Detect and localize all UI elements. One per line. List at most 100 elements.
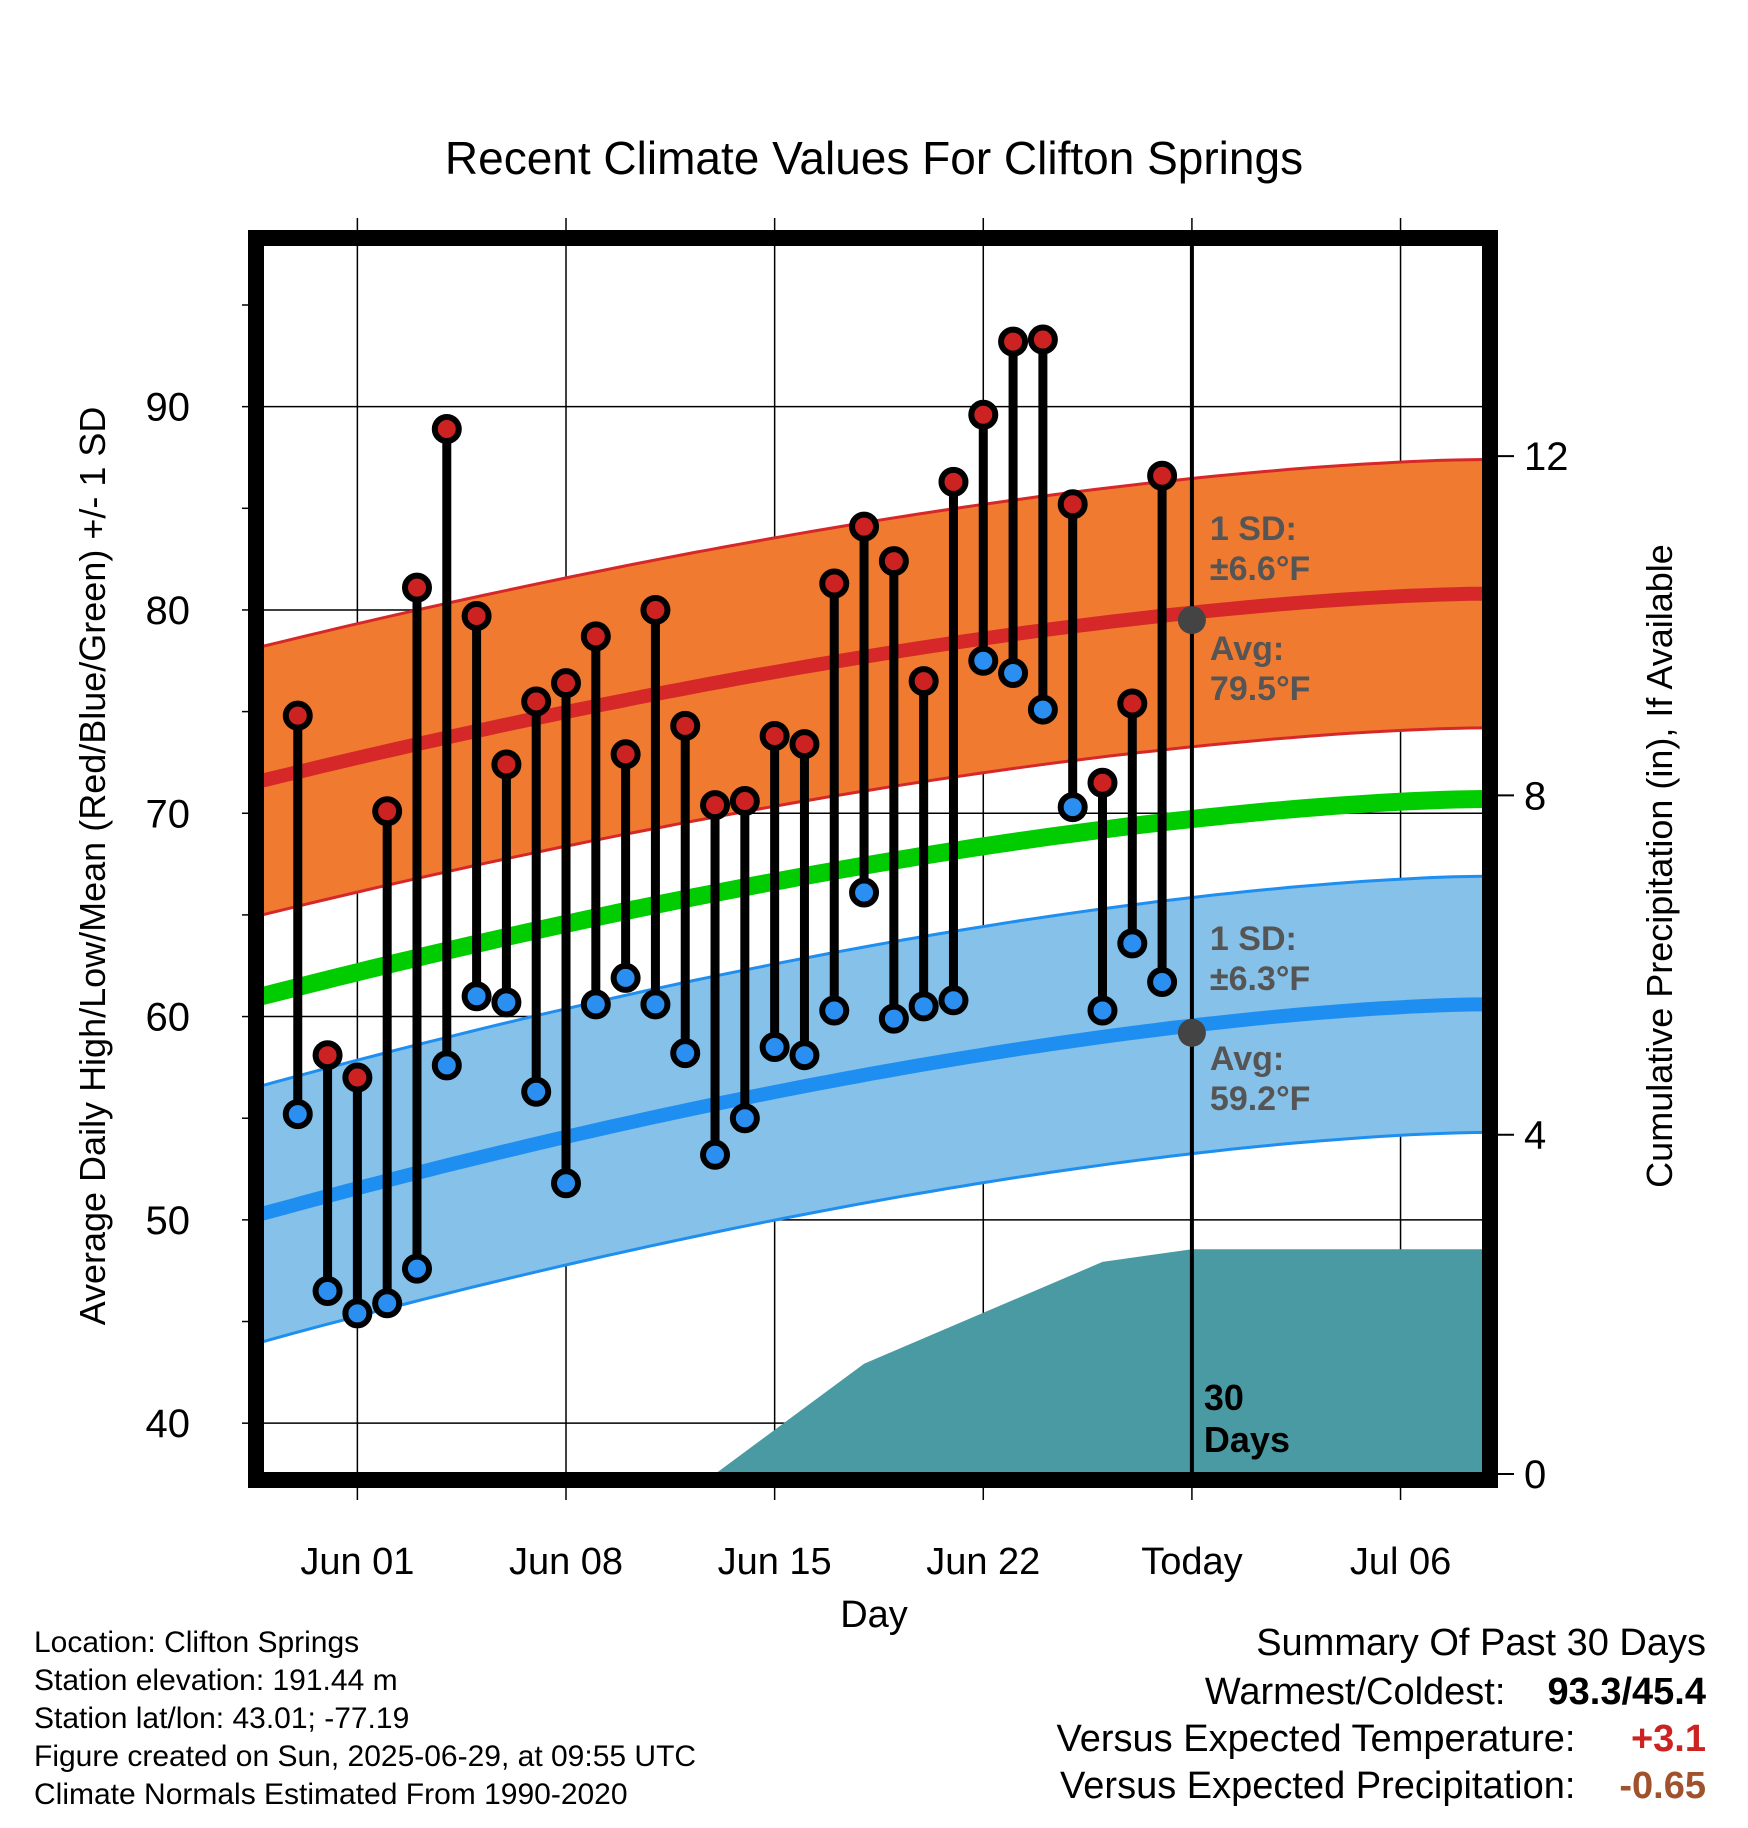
daily-high-point bbox=[401, 572, 432, 603]
y-tick-label: 40 bbox=[146, 1402, 191, 1446]
x-tick-label: Jul 06 bbox=[1350, 1541, 1451, 1583]
info-created: Figure created on Sun, 2025-06-29, at 09… bbox=[34, 1740, 697, 1773]
daily-high-point bbox=[431, 414, 462, 445]
daily-high-point bbox=[789, 729, 820, 760]
high-normal-band-lower-edge bbox=[261, 726, 1485, 917]
daily-low-point bbox=[491, 987, 522, 1018]
info-latlon: Station lat/lon: 43.01; -77.19 bbox=[34, 1702, 410, 1735]
station-info: Location: Clifton Springs Station elevat… bbox=[34, 1624, 696, 1814]
chart-title: Recent Climate Values For Clifton Spring… bbox=[445, 132, 1303, 184]
today-avg-low-point bbox=[1177, 1018, 1206, 1047]
low-sd-value: ±6.3°F bbox=[1210, 960, 1310, 998]
daily-high-point bbox=[878, 546, 909, 577]
daily-low-point bbox=[431, 1050, 462, 1081]
daily-high-point bbox=[551, 668, 582, 699]
daily-low-point bbox=[789, 1040, 820, 1071]
daily-high-point bbox=[759, 721, 790, 751]
plot-frame bbox=[248, 230, 1498, 1488]
daily-high-point bbox=[372, 796, 403, 827]
y2-axis-label: Cumulative Precipitation (in), If Availa… bbox=[1639, 544, 1680, 1188]
y-axis-label: Average Daily High/Low/Mean (Red/Blue/Gr… bbox=[72, 407, 113, 1326]
y-tick-label: 60 bbox=[146, 996, 191, 1040]
precip-value: -0.65 bbox=[1619, 1765, 1706, 1807]
daily-high-point bbox=[849, 511, 880, 542]
daily-low-point bbox=[342, 1298, 373, 1329]
info-normals: Climate Normals Estimated From 1990-2020 bbox=[34, 1778, 628, 1811]
daily-low-point bbox=[849, 877, 880, 908]
daily-low-point bbox=[938, 985, 969, 1016]
daily-high-point bbox=[1087, 767, 1118, 798]
daily-high-point bbox=[580, 621, 611, 652]
mean-line bbox=[259, 790, 1485, 1005]
daily-high-point bbox=[461, 601, 492, 632]
summary-panel: Summary Of Past 30 Days Warmest/Coldest:… bbox=[1057, 1622, 1706, 1808]
y2-tick-label: 4 bbox=[1524, 1114, 1546, 1158]
high-avg-label: Avg: bbox=[1210, 630, 1284, 668]
daily-low-point bbox=[401, 1253, 432, 1284]
precip-area bbox=[715, 1249, 1484, 1474]
daily-high-point bbox=[819, 568, 850, 599]
summary-title: Summary Of Past 30 Days bbox=[1256, 1622, 1706, 1664]
daily-high-point bbox=[342, 1062, 373, 1093]
daily-high-point bbox=[729, 786, 760, 817]
x-axis-label: Day bbox=[840, 1594, 908, 1636]
low-avg-value: 59.2°F bbox=[1210, 1080, 1311, 1118]
daily-low-point bbox=[312, 1276, 343, 1307]
daily-low-point bbox=[372, 1288, 403, 1319]
y-tick-label: 70 bbox=[146, 792, 191, 836]
daily-low-point bbox=[819, 995, 850, 1026]
low-normal-band-upper-edge bbox=[261, 874, 1485, 1088]
daily-high-point bbox=[312, 1040, 343, 1071]
y2-tick-label: 12 bbox=[1524, 435, 1569, 479]
high-sd-value: ±6.6°F bbox=[1210, 550, 1310, 588]
daily-low-point bbox=[640, 989, 671, 1020]
daily-high-point bbox=[670, 710, 701, 741]
daily-low-point bbox=[670, 1038, 701, 1069]
window-label-number: 30 bbox=[1204, 1377, 1244, 1418]
today-avg-high-point bbox=[1177, 606, 1206, 635]
daily-high-point bbox=[908, 666, 939, 697]
low-avg-label: Avg: bbox=[1210, 1040, 1284, 1078]
y-tick-label: 50 bbox=[146, 1199, 191, 1243]
daily-high-point bbox=[491, 749, 522, 780]
daily-high-point bbox=[700, 790, 731, 821]
daily-high-point bbox=[1117, 688, 1148, 719]
daily-high-point bbox=[1057, 489, 1088, 520]
avg-low-line bbox=[260, 997, 1485, 1221]
y-tick-label: 90 bbox=[146, 386, 191, 430]
daily-low-point bbox=[968, 645, 999, 676]
high-avg-value: 79.5°F bbox=[1210, 670, 1311, 708]
daily-high-point bbox=[640, 594, 671, 625]
x-tick-label: Jun 15 bbox=[718, 1541, 832, 1583]
daily-high-point bbox=[610, 739, 641, 770]
daily-low-point bbox=[998, 657, 1029, 688]
daily-high-point bbox=[1147, 460, 1178, 491]
daily-low-point bbox=[759, 1032, 790, 1063]
x-tick-label: Jun 01 bbox=[300, 1541, 414, 1583]
daily-high-point bbox=[968, 399, 999, 430]
high-sd-label: 1 SD: bbox=[1210, 510, 1297, 548]
info-location: Location: Clifton Springs bbox=[34, 1626, 360, 1659]
daily-high-point bbox=[998, 326, 1029, 357]
daily-low-point bbox=[908, 991, 939, 1022]
precip-label: Versus Expected Precipitation: bbox=[1060, 1765, 1576, 1807]
daily-high-point bbox=[521, 686, 552, 717]
daily-low-point bbox=[580, 989, 611, 1020]
warmest-label: Warmest/Coldest: bbox=[1204, 1671, 1506, 1713]
daily-low-point bbox=[282, 1099, 313, 1130]
daily-high-point bbox=[282, 700, 313, 731]
temp-value: +3.1 bbox=[1630, 1718, 1706, 1760]
y2-tick-label: 8 bbox=[1524, 774, 1546, 818]
y2-tick-label: 0 bbox=[1524, 1453, 1546, 1497]
daily-low-point bbox=[551, 1168, 582, 1199]
low-normal-band-lower-edge bbox=[261, 1130, 1485, 1344]
temp-label: Versus Expected Temperature: bbox=[1056, 1718, 1576, 1760]
daily-low-point bbox=[1087, 995, 1118, 1026]
daily-low-point bbox=[610, 962, 641, 993]
daily-high-point bbox=[938, 466, 969, 497]
daily-low-point bbox=[1147, 967, 1178, 997]
window-label-unit: Days bbox=[1204, 1419, 1290, 1460]
y-tick-label: 80 bbox=[146, 589, 191, 633]
